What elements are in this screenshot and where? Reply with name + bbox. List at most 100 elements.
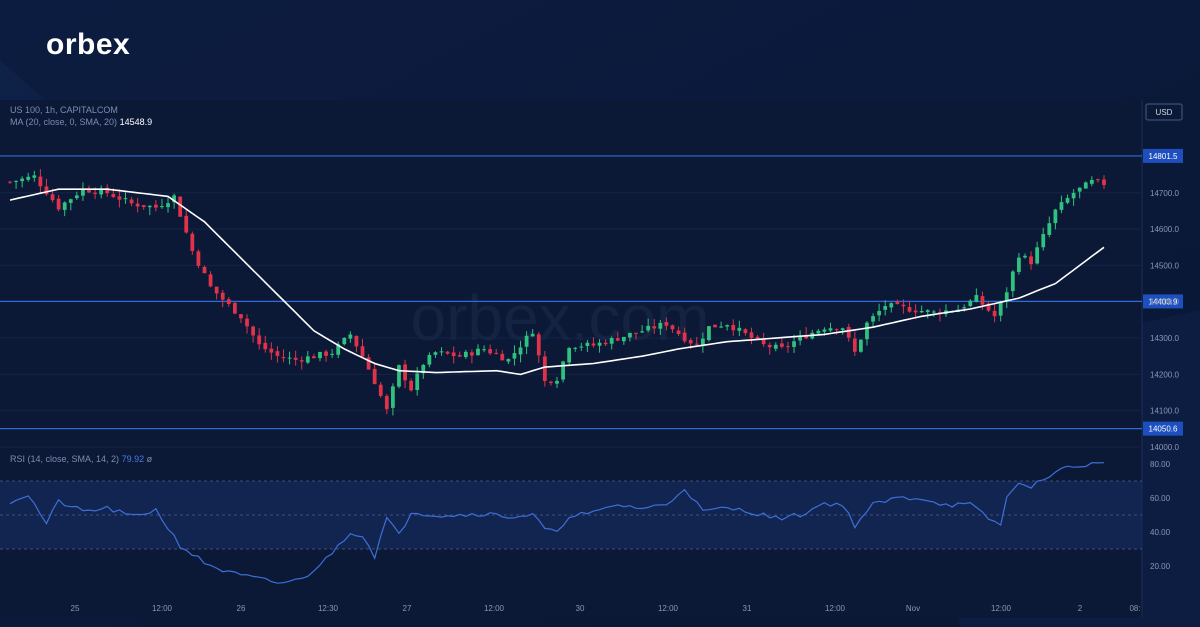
candle — [597, 339, 602, 353]
candle — [871, 313, 875, 327]
time-tick-label: 25 — [71, 604, 80, 613]
candle — [743, 328, 748, 336]
candle — [974, 288, 979, 303]
candle — [1035, 241, 1040, 265]
candle — [567, 346, 572, 366]
candle — [725, 324, 730, 331]
candle — [773, 342, 778, 352]
candle — [251, 325, 255, 343]
price-tick-label: 14000.0 — [1150, 443, 1179, 452]
candle — [634, 332, 638, 340]
price-tick-label: 14500.0 — [1150, 261, 1179, 270]
candle — [476, 344, 480, 356]
candle — [664, 317, 669, 331]
candle — [852, 331, 857, 356]
candle — [214, 286, 219, 300]
rsi-value: 79.92 — [121, 454, 145, 464]
candle — [1096, 178, 1100, 183]
rsi-tick-label: 40.00 — [1150, 528, 1171, 537]
ma-label: MA (20, close, 0, SMA, 20) — [10, 117, 118, 127]
candle — [834, 328, 839, 335]
candle — [439, 347, 444, 356]
level-label: 14050.6 — [1149, 425, 1178, 434]
candle — [330, 349, 335, 358]
currency-label: USD — [1156, 108, 1173, 117]
candle — [299, 356, 304, 370]
candle — [105, 184, 110, 197]
candle — [123, 192, 128, 204]
candle — [779, 337, 784, 349]
candle — [74, 191, 79, 200]
candle — [913, 304, 918, 319]
candle — [342, 337, 347, 346]
candle — [846, 323, 851, 342]
candle — [798, 330, 802, 346]
candle — [925, 309, 930, 319]
candle — [20, 176, 25, 188]
candle — [378, 381, 383, 398]
ma-legend: MA (20, close, 0, SMA, 20) 14548.9 — [10, 117, 152, 127]
candle — [360, 339, 365, 358]
candle — [676, 326, 681, 336]
candle — [494, 348, 499, 355]
candle — [536, 331, 541, 363]
rsi-tick-label: 20.00 — [1150, 562, 1171, 571]
candle — [1010, 270, 1015, 298]
candle — [391, 383, 395, 416]
candle — [1089, 176, 1094, 187]
ma-value: 14548.9 — [119, 117, 153, 127]
candle — [32, 170, 37, 182]
rsi-label: RSI (14, close, SMA, 14, 2) — [10, 454, 120, 464]
candle — [482, 345, 486, 353]
candle — [694, 336, 699, 346]
candle — [555, 376, 559, 388]
candle — [615, 332, 620, 342]
candle — [609, 336, 614, 350]
candle — [919, 305, 924, 314]
candle — [409, 378, 414, 392]
candle — [992, 304, 997, 323]
candle — [646, 318, 651, 333]
candle — [828, 322, 833, 333]
candle — [348, 331, 353, 343]
candle — [591, 337, 596, 348]
candle — [883, 300, 888, 316]
candle — [324, 349, 328, 362]
time-tick-label: 12:00 — [658, 604, 679, 613]
candle — [366, 354, 371, 370]
candle — [44, 178, 49, 196]
time-tick-label: 12:00 — [825, 604, 846, 613]
candle — [232, 302, 237, 315]
candle — [135, 198, 140, 213]
candle — [68, 198, 73, 211]
candle — [1071, 189, 1076, 206]
price-tick-label: 14600.0 — [1150, 225, 1179, 234]
candle — [141, 205, 146, 210]
candle — [8, 180, 12, 184]
candle — [160, 198, 164, 209]
candle — [129, 196, 134, 207]
candle — [245, 314, 249, 334]
level-tag — [1143, 421, 1183, 436]
candle — [433, 351, 438, 358]
candle — [1059, 195, 1064, 214]
candle — [226, 297, 231, 307]
horizontal-levels: 14801.5 14400.9 14050.6 — [0, 148, 1183, 436]
candle — [931, 309, 936, 317]
candle — [239, 313, 243, 324]
time-tick-label: Nov — [906, 604, 920, 613]
price-tick-label: 14100.0 — [1150, 407, 1179, 416]
candle — [731, 319, 736, 336]
candle — [153, 200, 158, 212]
moving-average-series — [9, 188, 1105, 376]
candle — [713, 324, 717, 328]
time-tick-label: 27 — [403, 604, 412, 613]
level-tag — [1143, 148, 1183, 163]
candle — [579, 342, 584, 352]
rsi-tick-label: 60.00 — [1150, 494, 1171, 503]
price-tick-label: 14300.0 — [1150, 334, 1179, 343]
candle — [640, 325, 644, 334]
candle — [767, 342, 772, 355]
candle — [263, 335, 268, 353]
